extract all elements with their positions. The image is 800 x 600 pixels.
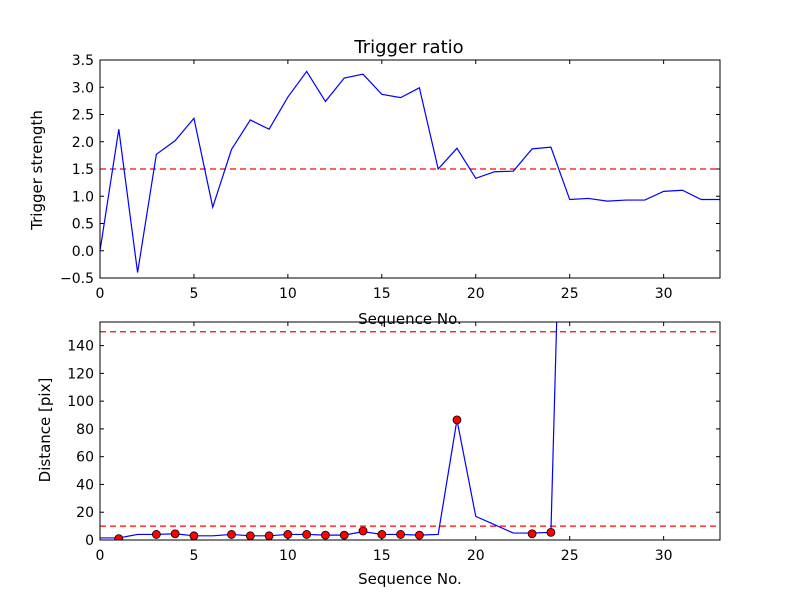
x-tick-label: 0	[96, 286, 105, 302]
y-tick-label: 120	[67, 366, 94, 382]
plot-content	[100, 70, 720, 273]
y-tick-label: 40	[76, 477, 94, 493]
x-tick-label: 30	[655, 286, 673, 302]
y-tick-label: 60	[76, 450, 94, 466]
x-tick-label: 15	[373, 548, 391, 564]
x-tick-label: 20	[467, 286, 485, 302]
top-chart: Trigger ratio Sequence No. Trigger stren…	[28, 37, 721, 328]
data-marker	[414, 530, 424, 540]
bottom-chart-frame	[99, 321, 721, 541]
y-tick-label: 20	[76, 505, 94, 521]
top-chart-frame	[99, 59, 721, 279]
top-chart-title: Trigger ratio	[353, 37, 463, 58]
x-tick-label: 25	[561, 548, 579, 564]
series-line	[100, 70, 720, 273]
data-marker	[227, 530, 236, 539]
data-marker	[170, 529, 180, 539]
bottom-plot-area: 0 5 10 15 20 25 30 0 20 40 60 80 100 120 140	[67, 322, 720, 564]
x-tick-label: 5	[189, 286, 198, 302]
data-marker	[396, 530, 406, 539]
x-tick-label: 0	[96, 548, 105, 564]
data-marker	[189, 531, 199, 540]
data-marker	[452, 415, 462, 425]
x-tick-label: 10	[279, 548, 297, 564]
y-tick-label: 0.0	[72, 244, 94, 260]
bottom-chart-ylabel: Distance [pix]	[36, 378, 54, 483]
y-tick-label: 3.0	[72, 80, 94, 96]
x-tick-label: 15	[373, 286, 391, 302]
data-marker	[245, 531, 255, 540]
top-plot-area: 0 5 10 15 20 25 30 −0.5 0.0 0.5 1.0 1.5 2.0 2.5 3.0 3.5	[60, 53, 720, 302]
y-tick-label: 0	[85, 533, 94, 549]
y-tick-label: 2.0	[72, 135, 94, 151]
x-tick-label: 5	[189, 548, 198, 564]
y-tick-label: 100	[67, 394, 94, 410]
data-marker	[339, 530, 349, 540]
bottom-chart: Sequence No. Distance [pix] 0 5 10 15 20 25 30…	[36, 321, 721, 588]
bottom-chart-xlabel: Sequence No.	[358, 570, 462, 588]
x-tick-label: 20	[467, 548, 485, 564]
y-tick-label: 1.0	[72, 189, 94, 205]
data-marker	[546, 527, 556, 537]
top-chart-xlabel: Sequence No.	[358, 310, 462, 328]
x-tick-label: 30	[655, 548, 673, 564]
data-marker	[264, 531, 274, 540]
data-marker	[358, 526, 368, 536]
y-tick-label: 3.5	[72, 53, 94, 69]
data-marker	[302, 530, 312, 539]
data-marker	[283, 530, 293, 539]
x-tick-label: 10	[279, 286, 297, 302]
y-tick-label: 1.5	[72, 162, 94, 178]
x-tick-label: 25	[561, 286, 579, 302]
top-chart-ylabel: Trigger strength	[28, 110, 46, 231]
data-marker	[114, 534, 124, 540]
data-marker	[321, 530, 330, 540]
y-tick-label: 140	[67, 339, 94, 355]
y-tick-label: 2.5	[72, 108, 94, 124]
y-tick-label: 80	[76, 422, 94, 438]
y-tick-label: 0.5	[72, 217, 94, 233]
data-marker	[527, 529, 537, 539]
plot-content	[100, 322, 720, 540]
data-marker	[151, 530, 161, 539]
y-tick-label: −0.5	[60, 271, 94, 287]
data-marker	[377, 530, 387, 539]
